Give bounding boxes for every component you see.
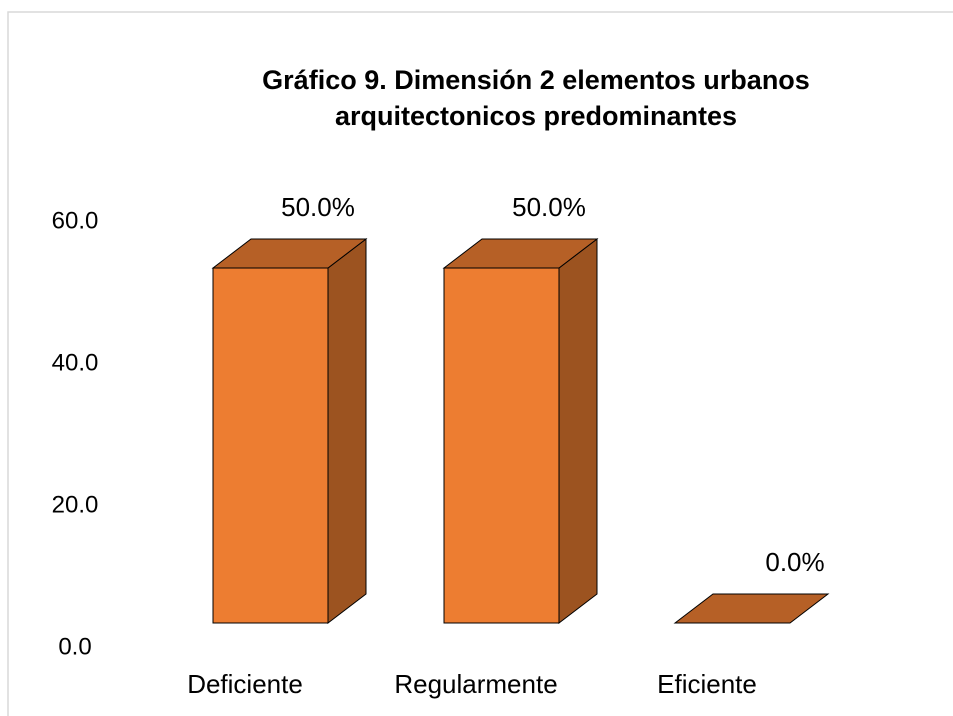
value-label: 0.0% (765, 547, 824, 577)
x-tick-label: Deficiente (187, 669, 303, 699)
y-tick-label: 40.0 (52, 349, 99, 376)
bar-front (212, 267, 329, 624)
y-tick-label: 20.0 (52, 491, 99, 518)
y-tick-label: 60.0 (52, 207, 99, 234)
bar-side (558, 237, 598, 625)
chart-title: Gráfico 9. Dimensión 2 elementos urbanos (262, 65, 810, 95)
bar-top (211, 238, 368, 269)
value-label: 50.0% (512, 192, 586, 222)
bar-top (442, 238, 599, 269)
x-tick-label: Regularmente (394, 669, 557, 699)
y-tick-label: 0.0 (58, 633, 91, 660)
bar-front (443, 267, 560, 624)
chart-title: arquitectonicos predominantes (335, 101, 737, 131)
value-label: 50.0% (281, 192, 355, 222)
x-tick-label: Eficiente (657, 669, 757, 699)
bar-top (673, 593, 830, 624)
bar-side (327, 237, 367, 625)
